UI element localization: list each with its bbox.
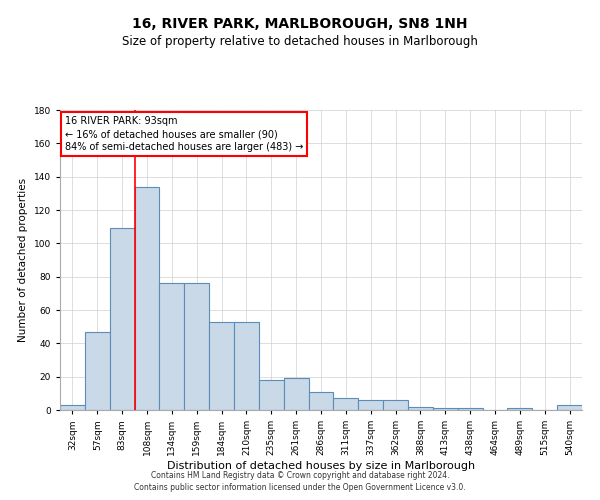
Text: Contains public sector information licensed under the Open Government Licence v3: Contains public sector information licen… <box>134 484 466 492</box>
Bar <box>134 186 160 410</box>
Bar <box>458 408 482 410</box>
Bar <box>358 400 383 410</box>
Bar <box>234 322 259 410</box>
Bar <box>433 408 458 410</box>
Bar <box>557 405 582 410</box>
Bar <box>209 322 234 410</box>
Text: 16 RIVER PARK: 93sqm
← 16% of detached houses are smaller (90)
84% of semi-detac: 16 RIVER PARK: 93sqm ← 16% of detached h… <box>65 116 304 152</box>
Bar <box>508 408 532 410</box>
Text: 16, RIVER PARK, MARLBOROUGH, SN8 1NH: 16, RIVER PARK, MARLBOROUGH, SN8 1NH <box>132 18 468 32</box>
X-axis label: Distribution of detached houses by size in Marlborough: Distribution of detached houses by size … <box>167 461 475 471</box>
Bar <box>184 284 209 410</box>
Text: Contains HM Land Registry data © Crown copyright and database right 2024.: Contains HM Land Registry data © Crown c… <box>151 471 449 480</box>
Bar <box>334 398 358 410</box>
Bar <box>60 405 85 410</box>
Bar <box>110 228 134 410</box>
Bar <box>259 380 284 410</box>
Bar <box>85 332 110 410</box>
Bar <box>308 392 334 410</box>
Bar <box>284 378 308 410</box>
Bar <box>160 284 184 410</box>
Bar <box>383 400 408 410</box>
Text: Size of property relative to detached houses in Marlborough: Size of property relative to detached ho… <box>122 35 478 48</box>
Bar <box>408 406 433 410</box>
Y-axis label: Number of detached properties: Number of detached properties <box>18 178 28 342</box>
